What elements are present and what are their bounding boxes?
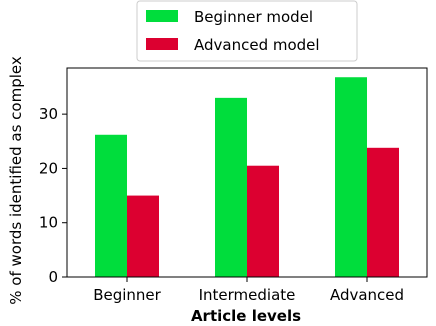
- bar-advanced-model-advanced: [367, 147, 399, 277]
- legend-swatch-advanced-model: [146, 38, 178, 50]
- plot-area-frame: [66, 67, 428, 278]
- x-tick-label-advanced: Advanced: [330, 286, 404, 304]
- bar-beginner-model-advanced: [335, 77, 367, 277]
- y-tick-label: 30: [39, 105, 58, 123]
- bar-advanced-model-beginner: [127, 195, 159, 277]
- legend-frame: [136, 0, 358, 62]
- x-axis-ticks: Beginner Intermediate Advanced: [93, 277, 404, 304]
- x-tick-label-beginner: Beginner: [93, 286, 161, 304]
- x-tick-label-intermediate: Intermediate: [199, 286, 296, 304]
- bar-beginner-model-intermediate: [215, 97, 247, 277]
- y-tick-label: 10: [39, 214, 58, 232]
- bar-advanced-model-intermediate: [247, 165, 279, 277]
- y-tick-label: 20: [39, 159, 58, 177]
- bar-beginner-model-beginner: [95, 134, 127, 277]
- y-axis-ticks: 0 10 20 30: [39, 105, 67, 286]
- x-axis-label: Article levels: [191, 307, 301, 325]
- legend-swatch-beginner-model: [146, 10, 178, 22]
- y-axis-label: % of words identified as complex: [7, 56, 25, 305]
- legend-label-beginner-model: Beginner model: [194, 8, 313, 26]
- bars-group: [95, 77, 399, 277]
- legend: Beginner model Advanced model: [136, 0, 358, 62]
- y-tick-label: 0: [48, 268, 58, 286]
- legend-label-advanced-model: Advanced model: [194, 36, 320, 54]
